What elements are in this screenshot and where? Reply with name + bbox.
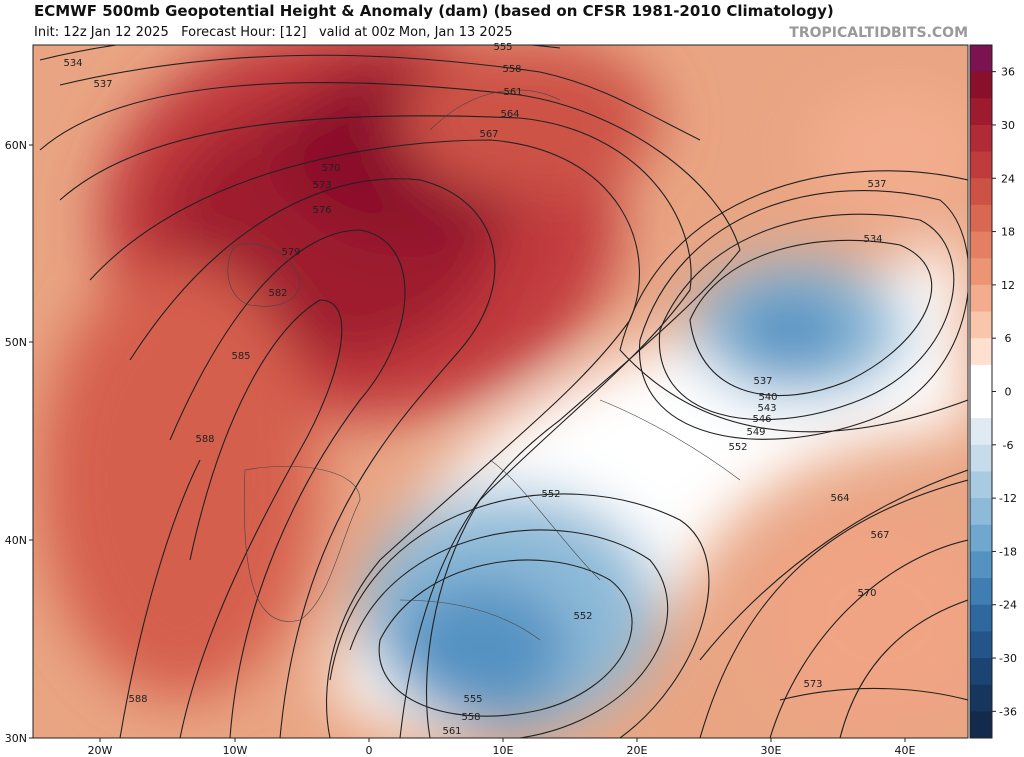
lat-label: 60N bbox=[5, 139, 27, 152]
subtitle: Init: 12z Jan 12 2025 Forecast Hour: [12… bbox=[34, 25, 513, 40]
colorbar-tick-label: 6 bbox=[1005, 332, 1012, 345]
contour-label: 552 bbox=[541, 489, 560, 500]
contour-label: 576 bbox=[312, 205, 331, 216]
colorbar-band bbox=[970, 498, 992, 526]
contour-label: 561 bbox=[503, 87, 522, 98]
contour-label: 534 bbox=[863, 234, 882, 245]
colorbar-band bbox=[970, 284, 992, 313]
contour-label: 537 bbox=[753, 376, 772, 387]
contour-label: 579 bbox=[281, 247, 300, 258]
height-contours bbox=[39, 45, 968, 738]
lon-label: 30E bbox=[761, 744, 782, 757]
contour-label: 573 bbox=[803, 679, 822, 690]
borders bbox=[227, 89, 741, 641]
colorbar-tick-label: 30 bbox=[1001, 119, 1015, 132]
lon-label: 10W bbox=[223, 744, 248, 757]
colorbar-tick-label: -12 bbox=[999, 492, 1017, 505]
map-frame bbox=[32, 44, 969, 739]
contour-label: 573 bbox=[312, 180, 331, 191]
contour-label: 582 bbox=[268, 288, 287, 299]
colorbar-tick-label: 0 bbox=[1005, 386, 1012, 399]
contour-label: 567 bbox=[479, 129, 498, 140]
colorbar-band bbox=[970, 231, 992, 259]
contour-label: 561 bbox=[442, 726, 461, 737]
contour-label: 588 bbox=[128, 694, 147, 705]
contour-label: 567 bbox=[870, 530, 889, 541]
contour-label: 537 bbox=[867, 179, 886, 190]
lat-label: 30N bbox=[5, 732, 27, 745]
colorbar-tick-label: 24 bbox=[1001, 172, 1015, 185]
lat-label: 40N bbox=[5, 534, 27, 547]
contour-label: 558 bbox=[461, 712, 480, 723]
contour-label: 537 bbox=[93, 79, 112, 90]
colorbar-band bbox=[970, 551, 992, 579]
colorbar-band bbox=[970, 45, 992, 73]
colorbar-band bbox=[970, 524, 992, 552]
lon-label: 20W bbox=[88, 744, 113, 757]
colorbar-tick-label: -18 bbox=[999, 545, 1017, 558]
contour-label: 555 bbox=[493, 42, 512, 53]
contour-label: 543 bbox=[757, 403, 776, 414]
contour-label: 585 bbox=[231, 351, 250, 362]
colorbar-band bbox=[970, 391, 992, 419]
credit: TROPICALTIDBITS.COM bbox=[789, 25, 968, 41]
lon-label: 40E bbox=[895, 744, 916, 757]
colorbar-tick-label: -24 bbox=[999, 599, 1017, 612]
colorbar-band bbox=[970, 71, 992, 99]
lon-label: 0 bbox=[366, 744, 373, 757]
colorbar-band bbox=[970, 258, 992, 286]
contour-label: 564 bbox=[500, 109, 519, 120]
colorbar-tick-label: -6 bbox=[1003, 439, 1014, 452]
lon-label: 10E bbox=[493, 744, 514, 757]
contour-label: 558 bbox=[502, 64, 521, 75]
contour-label: 546 bbox=[752, 414, 771, 425]
colorbar-band bbox=[970, 178, 992, 206]
colorbar-band bbox=[970, 711, 992, 739]
contour-label: 570 bbox=[321, 163, 340, 174]
colorbar-band bbox=[970, 631, 992, 659]
contour-label: 552 bbox=[573, 611, 592, 622]
contour-label: 570 bbox=[857, 588, 876, 599]
map bbox=[33, 45, 968, 738]
title: ECMWF 500mb Geopotential Height & Anomal… bbox=[34, 2, 834, 20]
contour-label: 540 bbox=[758, 392, 777, 403]
lat-label: 50N bbox=[5, 336, 27, 349]
contour-label: 552 bbox=[728, 442, 747, 453]
colorbar-band bbox=[970, 338, 992, 366]
colorbar-band bbox=[970, 311, 992, 339]
contour-label: 534 bbox=[63, 58, 82, 69]
contour-label: 555 bbox=[463, 694, 482, 705]
colorbar-band bbox=[970, 471, 992, 499]
colorbar-tick-label: -30 bbox=[999, 652, 1017, 665]
colorbar-band bbox=[970, 418, 992, 446]
colorbar-band bbox=[970, 444, 992, 472]
colorbar-tick-label: 12 bbox=[1001, 279, 1015, 292]
colorbar-band bbox=[970, 684, 992, 712]
lon-label: 20E bbox=[627, 744, 648, 757]
colorbar-tick-label: -36 bbox=[999, 705, 1017, 718]
colorbar-band bbox=[970, 98, 992, 126]
colorbar-band bbox=[970, 151, 992, 179]
colorbar-band bbox=[970, 124, 992, 153]
colorbar-band bbox=[970, 578, 992, 606]
colorbar-band bbox=[970, 204, 992, 233]
anomaly-field bbox=[40, 45, 968, 738]
contour-label: 549 bbox=[746, 427, 765, 438]
colorbar-band bbox=[970, 364, 992, 392]
colorbar-band bbox=[970, 658, 992, 686]
contour-label: 564 bbox=[830, 493, 849, 504]
colorbar-band bbox=[970, 604, 992, 632]
colorbar-tick-label: 36 bbox=[1001, 66, 1015, 79]
colorbar-tick-label: 18 bbox=[1001, 226, 1015, 239]
contour-label: 588 bbox=[195, 434, 214, 445]
